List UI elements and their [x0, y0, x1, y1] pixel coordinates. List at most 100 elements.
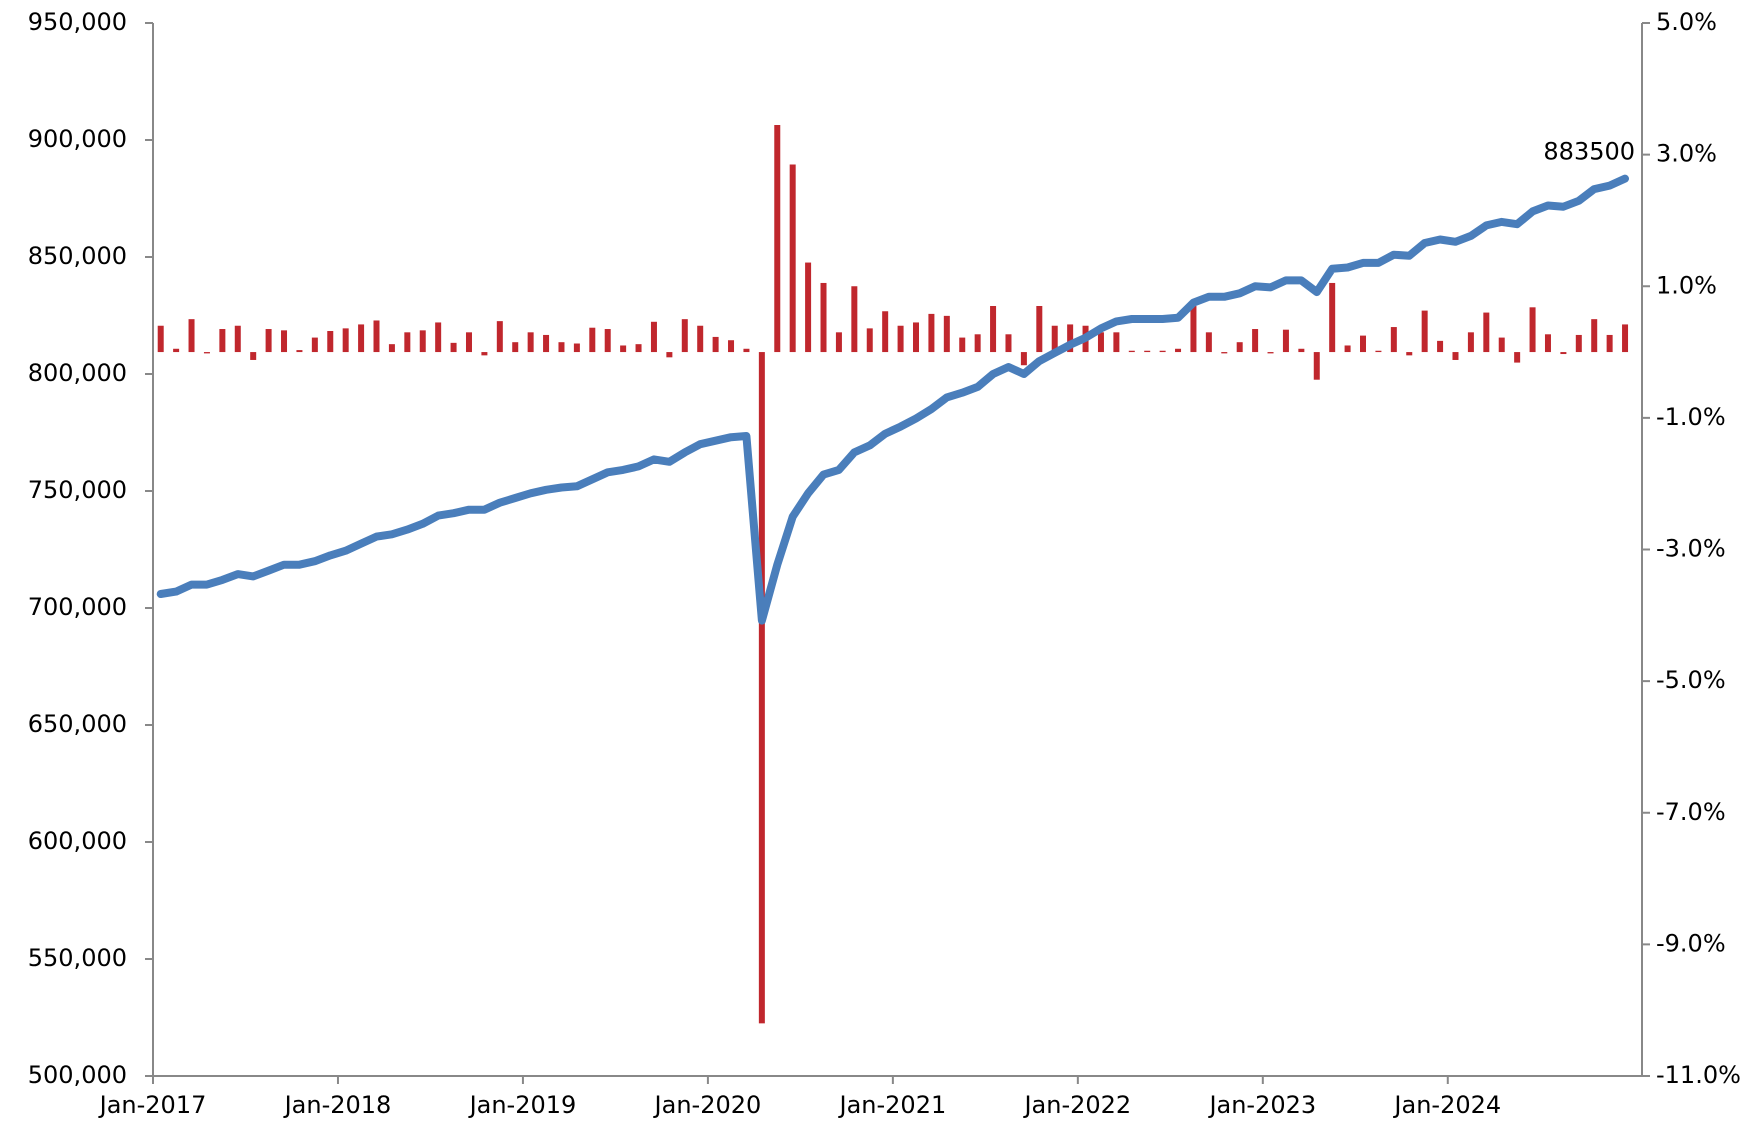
x-tick-label: Jan-2024	[1392, 1091, 1501, 1119]
bar	[188, 319, 195, 353]
bar	[203, 352, 210, 354]
bar	[928, 313, 935, 353]
bar	[1483, 312, 1490, 353]
bar	[1622, 324, 1629, 353]
y2-tick-label: 5.0%	[1656, 8, 1717, 36]
bar	[851, 286, 858, 353]
y-tick-label: 700,000	[28, 593, 127, 621]
y2-tick-label: -7.0%	[1656, 798, 1726, 826]
bar	[650, 321, 657, 353]
bar	[234, 325, 241, 353]
y-tick-label: 750,000	[28, 476, 127, 504]
y2-tick-label: -1.0%	[1656, 403, 1726, 431]
y2-tick-label: -11.0%	[1656, 1061, 1741, 1089]
bar	[1360, 335, 1367, 353]
bar	[1128, 350, 1135, 353]
bar	[1252, 329, 1259, 353]
x-tick-label: Jan-2023	[1207, 1091, 1316, 1119]
x-tick-label: Jan-2022	[1022, 1091, 1131, 1119]
line	[156, 174, 1629, 625]
bar	[805, 262, 812, 353]
bar	[543, 334, 550, 353]
bar	[835, 332, 842, 353]
bar	[1159, 350, 1166, 353]
bar	[943, 315, 950, 353]
bar	[1529, 307, 1536, 353]
bar	[1437, 340, 1444, 353]
bar	[635, 344, 642, 353]
x-tick-label: Jan-2017	[98, 1091, 207, 1119]
bar	[974, 334, 981, 353]
bar	[1205, 332, 1212, 353]
bar	[897, 325, 904, 353]
bar	[1236, 342, 1243, 353]
y2-tick-label: 3.0%	[1656, 140, 1717, 168]
bar	[1514, 352, 1521, 363]
bar	[419, 330, 426, 353]
bar	[743, 348, 750, 353]
bar	[281, 330, 288, 353]
y-tick-label: 500,000	[28, 1061, 127, 1089]
bar	[388, 344, 395, 353]
bar	[1051, 325, 1058, 353]
bar	[496, 321, 503, 353]
y-tick-label: 800,000	[28, 359, 127, 387]
bar	[1406, 352, 1413, 356]
bar	[1344, 345, 1351, 353]
bar	[1329, 282, 1336, 353]
bar	[1144, 350, 1151, 353]
bar	[1390, 327, 1397, 353]
bar	[1175, 348, 1182, 353]
x-tick-label: Jan-2019	[468, 1091, 577, 1119]
bar	[1298, 348, 1305, 353]
y-tick-label: 950,000	[28, 8, 127, 36]
bar	[373, 320, 380, 353]
bar	[1097, 332, 1104, 353]
bar	[435, 322, 442, 353]
bar	[758, 352, 765, 1024]
bar	[296, 350, 303, 353]
y2-tick-label: 1.0%	[1656, 271, 1717, 299]
y-tick-label: 650,000	[28, 710, 127, 738]
bar	[1221, 352, 1228, 354]
bar	[265, 329, 272, 353]
data-label: 883500	[1543, 138, 1635, 166]
bar	[1282, 329, 1289, 353]
bar	[959, 337, 966, 353]
bar	[1113, 332, 1120, 353]
bar	[1313, 352, 1320, 380]
bar	[1421, 310, 1428, 353]
bar	[1591, 319, 1598, 353]
bar	[620, 345, 627, 353]
bar	[1190, 305, 1197, 353]
bar	[820, 282, 827, 353]
y2-tick-label: -5.0%	[1656, 666, 1726, 694]
y-tick-label: 850,000	[28, 242, 127, 270]
bar	[697, 325, 704, 353]
bar	[173, 348, 180, 353]
bar	[450, 342, 457, 353]
x-tick-label: Jan-2018	[283, 1091, 392, 1119]
y-tick-label: 550,000	[28, 944, 127, 972]
bar	[990, 305, 997, 353]
bar	[1067, 324, 1074, 353]
bar	[666, 352, 673, 358]
bar	[311, 337, 318, 353]
bar	[1498, 337, 1505, 353]
bar	[1005, 334, 1012, 353]
bar	[774, 125, 781, 353]
bar	[589, 327, 596, 353]
bar	[604, 329, 611, 353]
bar	[250, 352, 257, 360]
bar	[1020, 352, 1027, 366]
y2-tick-label: -9.0%	[1656, 929, 1726, 957]
bar	[404, 332, 411, 353]
bar	[712, 336, 719, 353]
bar	[728, 340, 735, 353]
bar	[342, 328, 349, 353]
bar	[912, 322, 919, 353]
bar	[1544, 334, 1551, 353]
bar	[1575, 334, 1582, 353]
